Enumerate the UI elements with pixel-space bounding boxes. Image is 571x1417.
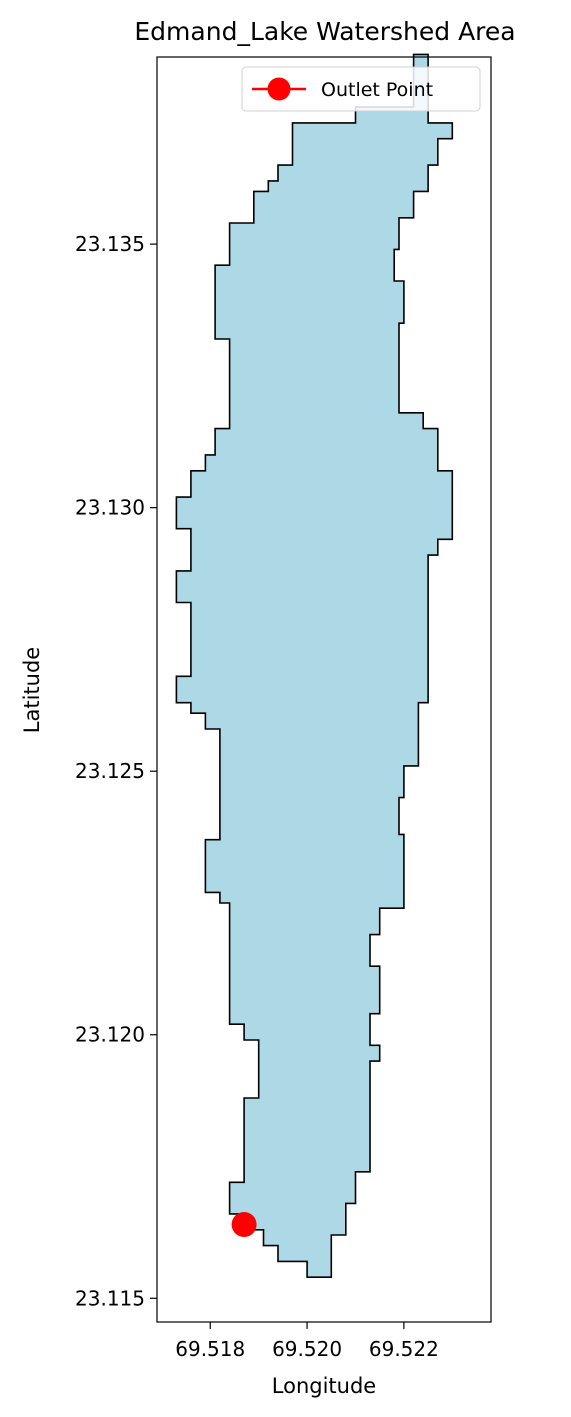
y-tick-label: 23.120 bbox=[75, 1023, 145, 1047]
x-axis-label: Longitude bbox=[272, 1374, 376, 1398]
y-axis-label: Latitude bbox=[20, 647, 44, 733]
legend-label: Outlet Point bbox=[321, 79, 433, 101]
axes-frame bbox=[156, 56, 492, 1323]
x-tick-label: 69.520 bbox=[272, 1337, 342, 1361]
y-tick-label: 23.125 bbox=[75, 759, 145, 783]
y-tick-label: 23.115 bbox=[75, 1286, 145, 1310]
x-tick-label: 69.522 bbox=[369, 1337, 439, 1361]
legend-frame bbox=[241, 66, 481, 112]
y-axis-ticks: 23.115 23.120 23.125 23.130 23.135 bbox=[75, 232, 157, 1310]
plot-area bbox=[175, 53, 454, 1278]
x-tick-label: 69.518 bbox=[175, 1337, 245, 1361]
watershed-boundary-polygon bbox=[175, 53, 454, 1278]
outlet-point-marker bbox=[231, 1212, 257, 1237]
y-tick-label: 23.130 bbox=[75, 496, 145, 520]
map-title: Edmand_Lake Watershed Area bbox=[134, 17, 515, 46]
legend-marker-swatch bbox=[267, 77, 291, 101]
y-tick-label: 23.135 bbox=[75, 232, 145, 256]
x-axis-ticks: 69.518 69.520 69.522 bbox=[175, 1322, 439, 1361]
legend: Outlet Point bbox=[241, 66, 481, 112]
